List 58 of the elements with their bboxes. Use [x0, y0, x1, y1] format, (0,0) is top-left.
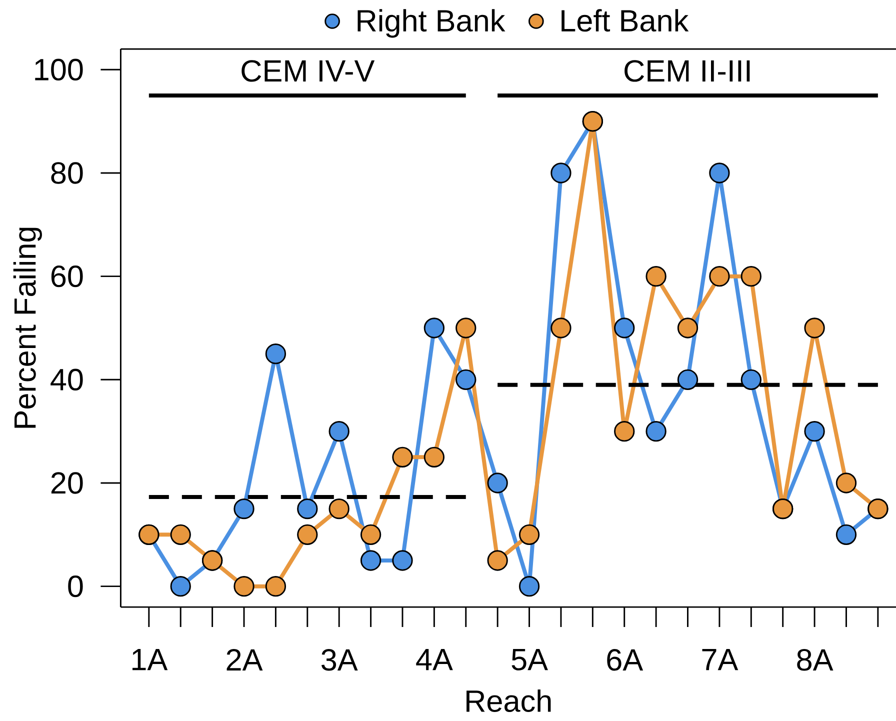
- point: [392, 550, 413, 571]
- point: [804, 420, 825, 442]
- x-tick-label: 1A: [132, 649, 168, 670]
- point: [518, 524, 540, 545]
- point: [550, 318, 572, 338]
- annotation: CEM IV-V: [242, 60, 375, 82]
- point: [392, 446, 413, 468]
- x-tick-label: 6A: [607, 649, 644, 671]
- point: [646, 266, 666, 287]
- point: [804, 318, 825, 338]
- point: [614, 420, 635, 442]
- point: [424, 446, 445, 468]
- y-tick-label: 80: [51, 162, 83, 184]
- point: [234, 498, 254, 520]
- point: [456, 318, 476, 338]
- point: [424, 318, 445, 338]
- point: [265, 343, 286, 364]
- point: [487, 550, 508, 571]
- x-tick-label: 4A: [416, 649, 453, 670]
- x-tick-label: 7A: [702, 649, 738, 670]
- point: [487, 472, 508, 494]
- point: [677, 318, 698, 338]
- point: [328, 420, 350, 442]
- point: [550, 162, 572, 184]
- x-tick-label: 8A: [797, 649, 834, 671]
- y-tick-label: 20: [51, 472, 83, 494]
- point: [265, 576, 286, 597]
- point: [518, 576, 540, 597]
- y-tick-label: 0: [68, 575, 83, 598]
- point: [297, 498, 318, 520]
- point: [836, 524, 857, 545]
- x-tick-label: 2A: [226, 649, 263, 670]
- y-axis-title: Percent Failing: [13, 228, 42, 428]
- point: [328, 498, 350, 520]
- x-tick-label: 3A: [322, 649, 358, 671]
- legend-label: Left Bank: [562, 9, 689, 32]
- point: [360, 550, 382, 571]
- y-tick-label: 40: [50, 368, 83, 391]
- point: [836, 472, 857, 494]
- point: [614, 318, 635, 338]
- point: [360, 524, 382, 545]
- point: [709, 162, 730, 184]
- point: [456, 369, 476, 390]
- x-axis-title: Reach: [466, 689, 551, 712]
- point: [709, 266, 730, 287]
- x-tick-label: 5A: [512, 649, 548, 670]
- point: [740, 369, 762, 390]
- point: [170, 524, 191, 545]
- point: [234, 576, 254, 597]
- point: [170, 576, 191, 597]
- point: [677, 369, 698, 390]
- point: [740, 266, 762, 287]
- point: [646, 420, 666, 442]
- point: [297, 524, 318, 545]
- y-tick-label: 60: [51, 265, 83, 288]
- y-tick-label: 100: [35, 58, 83, 81]
- legend-label: Right Bank: [358, 9, 506, 38]
- annotation: CEM II-III: [624, 60, 750, 82]
